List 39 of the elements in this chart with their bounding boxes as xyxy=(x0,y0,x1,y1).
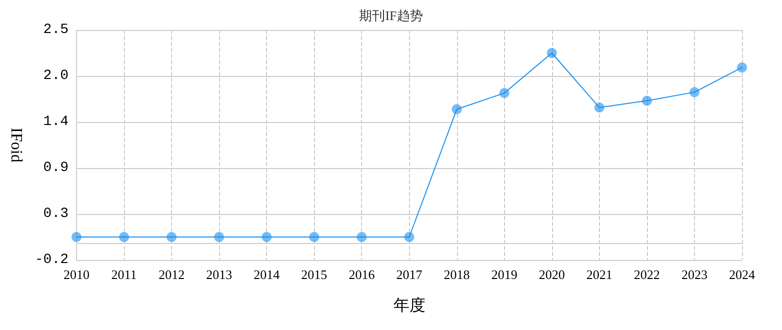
point xyxy=(499,88,510,98)
point xyxy=(642,96,652,106)
point xyxy=(262,232,272,242)
point xyxy=(737,62,747,72)
y-tick-label: 1.4 xyxy=(43,114,69,130)
x-tick-label: 2022 xyxy=(634,267,660,282)
point xyxy=(404,232,414,242)
y-axis-title: IFoid xyxy=(8,128,24,162)
x-tick-label: 2010 xyxy=(64,267,90,282)
y-tick-label: 0.3 xyxy=(43,206,69,222)
x-tick-label: 2011 xyxy=(111,267,137,282)
point xyxy=(309,232,320,242)
point xyxy=(72,232,82,242)
x-tick-label: 2017 xyxy=(396,267,423,282)
point xyxy=(452,104,462,114)
y-tick-label: 0.9 xyxy=(43,160,69,176)
point xyxy=(166,232,177,242)
point xyxy=(546,48,557,58)
x-tick-label: 2021 xyxy=(586,267,612,282)
x-tick-label: 2023 xyxy=(681,267,708,282)
point xyxy=(689,87,700,98)
x-tick-label: 2016 xyxy=(348,267,376,282)
x-tick-label: 2019 xyxy=(491,267,518,282)
y-tick-label: -0.2 xyxy=(34,252,69,268)
point xyxy=(594,102,604,113)
point xyxy=(214,232,224,242)
x-tick-label: 2024 xyxy=(729,267,756,282)
x-tick-label: 2020 xyxy=(538,267,565,282)
x-axis-title: 年度 xyxy=(393,296,426,314)
x-tick-label: 2018 xyxy=(444,267,470,282)
x-tick-label: 2014 xyxy=(254,267,280,282)
point xyxy=(356,232,367,242)
point xyxy=(119,232,130,242)
x-tick-label: 2013 xyxy=(206,267,232,282)
chart-title: 期刊IF趋势 xyxy=(359,8,423,23)
y-tick-label: 2.0 xyxy=(43,68,69,84)
y-tick-label: 2.5 xyxy=(43,22,69,38)
x-tick-label: 2015 xyxy=(301,267,328,282)
x-tick-label: 2012 xyxy=(158,267,185,282)
